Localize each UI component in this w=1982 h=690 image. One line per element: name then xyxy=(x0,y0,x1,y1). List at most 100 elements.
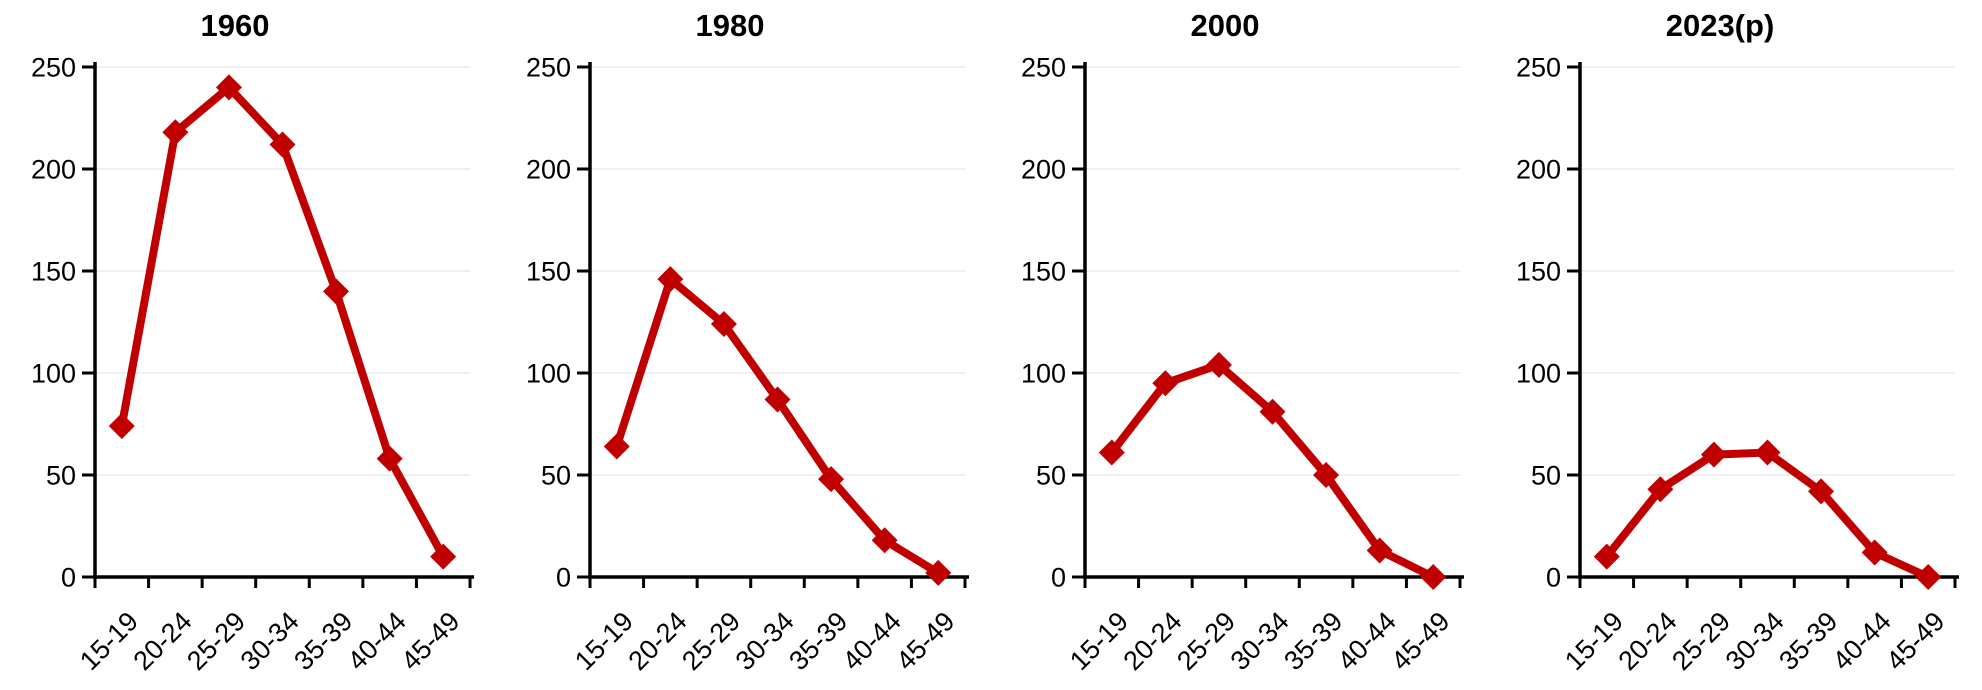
data-point-marker xyxy=(764,386,791,413)
data-point-marker xyxy=(1647,476,1674,503)
gridlines xyxy=(1580,66,1955,476)
x-tick-label: 20-24 xyxy=(623,606,693,676)
data-point-marker xyxy=(1915,564,1942,590)
x-tick-label: 45-49 xyxy=(1880,606,1950,676)
y-tick-label: 200 xyxy=(31,155,76,185)
line-chart-2000: 0 50 100 150 200 250 15-1920-2425-2930-3435-39… xyxy=(1021,53,1464,676)
data-point-marker xyxy=(108,413,135,440)
y-tick-label: 0 xyxy=(61,563,76,593)
y-tick-label: 150 xyxy=(1021,257,1066,287)
y-tick-label: 0 xyxy=(556,563,571,593)
x-axis-ticks xyxy=(93,577,472,588)
gridlines xyxy=(590,66,965,476)
y-tick-label: 100 xyxy=(1516,359,1561,389)
x-tick-label: 40-44 xyxy=(1332,606,1402,676)
data-point-marker xyxy=(1205,351,1232,378)
data-point-marker xyxy=(1366,537,1393,564)
y-axis-ticks: 0 50 100 150 200 250 xyxy=(526,53,590,593)
x-tick-label: 15-19 xyxy=(1064,606,1134,676)
line-chart-1960: 0 50 100 150 200 250 15-1920-2425-2930-3435-39… xyxy=(31,53,474,676)
data-point-marker xyxy=(215,74,242,101)
x-tick-label: 35-39 xyxy=(1278,606,1348,676)
series-line xyxy=(612,275,943,577)
axes xyxy=(1578,62,1959,579)
x-tick-label: 20-24 xyxy=(1613,606,1683,676)
axes xyxy=(1083,62,1464,579)
x-tick-label: 40-44 xyxy=(837,606,907,676)
y-tick-label: 100 xyxy=(1021,359,1066,389)
x-tick-label: 20-24 xyxy=(128,606,198,676)
y-tick-label: 50 xyxy=(46,461,76,491)
data-point-marker xyxy=(1593,543,1620,570)
axes xyxy=(93,62,474,579)
y-tick-label: 150 xyxy=(1516,257,1561,287)
line-chart-2023p: 0 50 100 150 200 250 15-1920-2425-2930-3435-39… xyxy=(1516,53,1959,676)
x-tick-label: 25-29 xyxy=(1666,606,1736,676)
y-tick-label: 200 xyxy=(1021,155,1066,185)
x-axis-ticks xyxy=(588,577,967,588)
x-tick-label: 45-49 xyxy=(890,606,960,676)
x-tick-label: 45-49 xyxy=(1385,606,1455,676)
axes xyxy=(588,62,969,579)
data-point-marker xyxy=(1861,539,1888,566)
data-point-marker xyxy=(1420,564,1447,590)
chart-panel-1980: 0 50 100 150 200 250 15-19 20-24 25-29 30-34 35-39… xyxy=(495,0,990,690)
series-line xyxy=(117,83,448,561)
data-point-marker xyxy=(269,131,296,158)
data-point-marker xyxy=(1098,439,1125,466)
x-tick-label: 40-44 xyxy=(1827,606,1897,676)
data-point-marker xyxy=(1152,370,1179,397)
data-point-marker xyxy=(925,559,952,586)
chart-panel-2000: 0 50 100 150 200 250 15-19 20-24 25-29 30-34 35-39… xyxy=(990,0,1485,690)
y-tick-label: 200 xyxy=(1516,155,1561,185)
data-point-marker xyxy=(323,278,350,305)
gridlines xyxy=(1085,66,1460,476)
data-point-marker xyxy=(818,466,845,493)
data-point-marker xyxy=(1259,398,1286,425)
y-tick-label: 250 xyxy=(31,53,76,83)
x-tick-label: 35-39 xyxy=(783,606,853,676)
x-tick-label: 30-34 xyxy=(235,606,305,676)
data-point-marker xyxy=(710,311,737,338)
x-tick-label: 45-49 xyxy=(395,606,465,676)
x-tick-label: 30-34 xyxy=(1225,606,1295,676)
y-tick-label: 250 xyxy=(526,53,571,83)
series-markers xyxy=(1098,351,1447,590)
x-tick-label: 30-34 xyxy=(1720,606,1790,676)
chart-panel-1960: 0 50 100 150 200 250 15-19 20-24 25-29 30-34 35-39… xyxy=(0,0,495,690)
data-point-marker xyxy=(1808,478,1835,505)
x-tick-label: 20-24 xyxy=(1118,606,1188,676)
data-point-marker xyxy=(1313,462,1340,488)
y-tick-label: 200 xyxy=(526,155,571,185)
y-tick-label: 50 xyxy=(541,461,571,491)
chart-title-1960: 1960 xyxy=(200,8,270,43)
x-tick-label: 25-29 xyxy=(676,606,746,676)
y-tick-label: 250 xyxy=(1021,53,1066,83)
data-point-marker xyxy=(657,266,684,293)
y-tick-label: 100 xyxy=(31,359,76,389)
x-tick-label: 15-19 xyxy=(1559,606,1629,676)
y-tick-label: 0 xyxy=(1051,563,1066,593)
y-tick-label: 150 xyxy=(526,257,571,287)
x-axis-ticks xyxy=(1578,577,1957,588)
y-tick-label: 100 xyxy=(526,359,571,389)
y-axis-ticks: 0 50 100 150 200 250 xyxy=(31,53,95,593)
data-point-marker xyxy=(603,433,630,460)
x-tick-label: 35-39 xyxy=(1773,606,1843,676)
chart-title-1980: 1980 xyxy=(695,8,765,43)
y-tick-label: 0 xyxy=(1546,563,1561,593)
data-point-marker xyxy=(1700,441,1727,468)
x-tick-label: 15-19 xyxy=(74,606,144,676)
data-point-marker xyxy=(871,527,898,554)
x-axis-ticks xyxy=(1083,577,1462,588)
x-tick-label: 25-29 xyxy=(181,606,251,676)
series-markers xyxy=(603,266,952,586)
chart-title-2023p: 2023(p) xyxy=(1665,8,1775,43)
x-tick-label: 35-39 xyxy=(288,606,358,676)
y-axis-ticks: 0 50 100 150 200 250 xyxy=(1516,53,1580,593)
